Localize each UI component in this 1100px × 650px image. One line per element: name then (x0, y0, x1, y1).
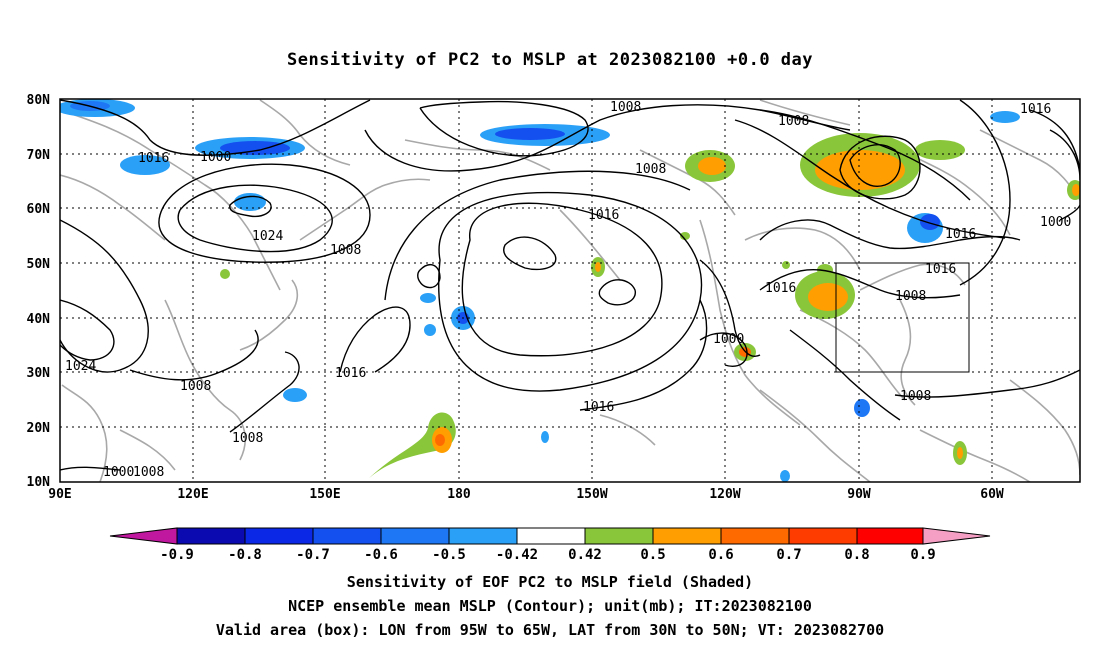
contour-label: 1016 (583, 400, 614, 415)
colorbar-swatch (652, 527, 722, 545)
map-title: Sensitivity of PC2 to MSLP at 2023082100… (286, 50, 813, 70)
lon-label: 120W (709, 487, 740, 502)
colorbar-swatch (109, 527, 178, 545)
contour-label: 1008 (778, 114, 809, 129)
contour-label: 1000 (200, 150, 231, 165)
contour-label: 1008 (232, 431, 263, 446)
colorbar-label: -0.8 (228, 547, 262, 563)
contour-label: 1016 (335, 366, 366, 381)
contour-label: 1024 (65, 359, 96, 374)
lat-label: 70N (27, 148, 51, 163)
contour-label: 1000 (713, 332, 744, 347)
colorbar-label: 0.7 (776, 547, 801, 563)
colorbar (109, 527, 991, 545)
contour-label: 1000 (103, 465, 134, 480)
colorbar-swatch (448, 527, 518, 545)
lon-label: 180 (447, 487, 471, 502)
colorbar-label: -0.7 (296, 547, 330, 563)
contour-label: 1016 (138, 151, 169, 166)
contour-label: 1008 (895, 289, 926, 304)
contour-label: 1008 (330, 243, 361, 258)
colorbar-swatch (176, 527, 246, 545)
lon-label: 150W (576, 487, 607, 502)
lon-axis: 90E 120E 150E 180 150W 120W 90W 60W (48, 487, 1004, 502)
gridlines (60, 99, 1080, 482)
lon-label: 150E (309, 487, 340, 502)
contour-label: 1008 (635, 162, 666, 177)
colorbar-swatch (244, 527, 314, 545)
colorbar-label: 0.6 (708, 547, 733, 563)
plot-frame (59, 98, 1081, 483)
lat-label: 10N (27, 475, 51, 490)
colorbar-swatch (584, 527, 654, 545)
mslp-contours (60, 99, 1080, 471)
colorbar-swatch (788, 527, 858, 545)
caption-contour: NCEP ensemble mean MSLP (Contour); unit(… (288, 597, 812, 615)
colorbar-label: 0.9 (910, 547, 935, 563)
caption-shading: Sensitivity of EOF PC2 to MSLP field (Sh… (346, 573, 754, 591)
colorbar-swatch (922, 527, 991, 545)
colorbar-labels: -0.9 -0.8 -0.7 -0.6 -0.5 -0.42 0.42 0.5 … (160, 547, 936, 563)
contour-label: 1016 (1020, 102, 1051, 117)
lon-label: 60W (980, 487, 1004, 502)
contour-label: 1016 (765, 281, 796, 296)
lat-label: 30N (27, 366, 51, 381)
lat-label: 80N (27, 93, 51, 108)
lon-label: 120E (177, 487, 208, 502)
caption-valid-area: Valid area (box): LON from 95W to 65W, L… (215, 621, 885, 639)
colorbar-label: -0.6 (364, 547, 398, 563)
contour-label: 1008 (900, 389, 931, 404)
colorbar-label: 0.8 (844, 547, 869, 563)
colorbar-swatch (380, 527, 450, 545)
contour-label: 1000 (1040, 215, 1071, 230)
lat-label: 60N (27, 202, 51, 217)
colorbar-swatch (312, 527, 382, 545)
lon-label: 90E (48, 487, 71, 502)
colorbar-label: 0.42 (568, 547, 602, 563)
contour-label: 1016 (588, 208, 619, 223)
contour-labels: 1008 1016 1008 1016 1000 1008 1016 1000 … (65, 100, 1071, 480)
contour-label: 1016 (945, 227, 976, 242)
colorbar-swatch (856, 527, 924, 545)
contour-label: 1008 (180, 379, 211, 394)
contour-label: 1008 (133, 465, 164, 480)
colorbar-label: -0.9 (160, 547, 194, 563)
lat-axis: 80N 70N 60N 50N 40N 30N 20N 10N (27, 93, 51, 490)
colorbar-swatch (516, 527, 586, 545)
colorbar-label: 0.5 (640, 547, 665, 563)
sensitivity-shading (60, 99, 1080, 482)
lat-label: 50N (27, 257, 51, 272)
contour-label: 1008 (610, 100, 641, 115)
lat-label: 40N (27, 312, 51, 327)
colorbar-label: -0.42 (496, 547, 538, 563)
lon-label: 90W (847, 487, 871, 502)
lat-label: 20N (27, 421, 51, 436)
colorbar-swatch (720, 527, 790, 545)
contour-label: 1024 (252, 229, 283, 244)
colorbar-label: -0.5 (432, 547, 466, 563)
contour-label: 1016 (925, 262, 956, 277)
